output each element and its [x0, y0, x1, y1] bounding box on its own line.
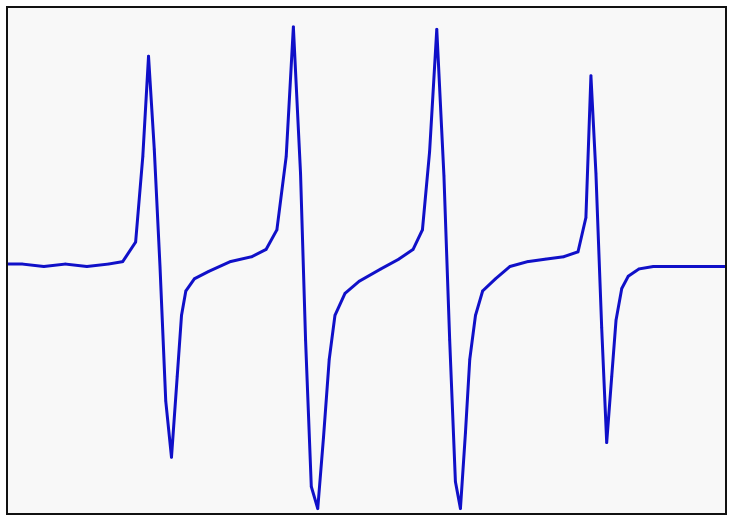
data-point-0-35	[397, 257, 401, 261]
data-point-0-12	[164, 399, 168, 403]
data-point-0-56	[594, 172, 598, 175]
plot-area	[8, 8, 725, 513]
data-point-0-31	[333, 314, 337, 317]
data-point-0-45	[468, 358, 472, 361]
data-point-0-58	[605, 441, 609, 444]
data-point-0-20	[250, 255, 254, 259]
data-point-0-6	[121, 260, 125, 264]
data-point-0-13	[170, 455, 173, 459]
data-point-0-47	[481, 289, 485, 293]
data-point-0-59	[610, 375, 614, 378]
data-point-0-62	[626, 274, 630, 278]
data-point-0-8	[141, 155, 145, 158]
line-chart	[8, 8, 725, 513]
data-point-0-26	[304, 338, 307, 342]
data-point-0-65	[673, 265, 677, 268]
data-point-0-17	[193, 277, 196, 281]
data-point-0-55	[589, 74, 593, 78]
data-point-0-22	[275, 228, 279, 232]
data-point-0-43	[459, 507, 462, 510]
data-point-0-16	[184, 289, 188, 293]
data-point-0-18	[207, 269, 211, 273]
data-point-0-21	[264, 247, 268, 251]
data-point-0-53	[576, 250, 580, 254]
data-point-0-3	[63, 262, 67, 266]
series-line-0	[8, 25, 725, 511]
data-point-0-9	[147, 54, 150, 58]
data-point-0-50	[526, 260, 530, 264]
data-point-0-10	[152, 147, 156, 151]
data-point-0-34	[379, 267, 383, 271]
data-point-0-32	[343, 292, 347, 295]
data-point-0-5	[106, 262, 110, 266]
data-point-0-40	[442, 174, 446, 178]
data-point-0-37	[421, 228, 424, 232]
data-point-0-30	[327, 358, 331, 361]
data-point-0-1	[20, 262, 24, 266]
data-point-0-4	[85, 265, 89, 268]
data-point-0-14	[175, 375, 179, 378]
data-point-0-54	[584, 216, 588, 220]
series-layer	[8, 25, 725, 511]
data-point-0-39	[435, 27, 439, 31]
data-point-0-44	[464, 431, 467, 435]
data-point-0-42	[454, 480, 457, 484]
data-point-0-48	[494, 277, 497, 281]
data-point-0-28	[316, 507, 320, 510]
data-point-0-0	[8, 262, 10, 266]
data-point-0-49	[508, 265, 512, 268]
data-point-0-52	[562, 255, 566, 259]
data-point-0-2	[42, 265, 46, 268]
data-point-0-61	[620, 287, 624, 290]
plot-frame	[6, 6, 727, 515]
data-point-0-46	[474, 314, 477, 317]
data-point-0-66	[694, 265, 698, 268]
data-point-0-23	[284, 155, 288, 158]
data-point-0-60	[614, 318, 618, 322]
data-point-0-36	[411, 247, 415, 251]
data-point-0-38	[428, 150, 431, 153]
data-point-0-24	[291, 25, 295, 29]
data-point-0-27	[309, 485, 313, 488]
data-point-0-33	[357, 279, 361, 283]
data-point-0-11	[158, 265, 162, 268]
data-point-0-64	[651, 265, 655, 268]
data-point-0-29	[322, 436, 325, 440]
data-point-0-15	[180, 314, 183, 317]
data-point-0-41	[448, 338, 452, 342]
data-point-0-19	[228, 260, 232, 264]
data-point-0-63	[637, 267, 641, 271]
data-point-0-7	[134, 240, 138, 244]
data-point-0-67	[723, 265, 725, 268]
data-point-0-25	[299, 172, 302, 175]
data-point-0-57	[600, 326, 604, 330]
data-point-0-51	[544, 257, 548, 261]
